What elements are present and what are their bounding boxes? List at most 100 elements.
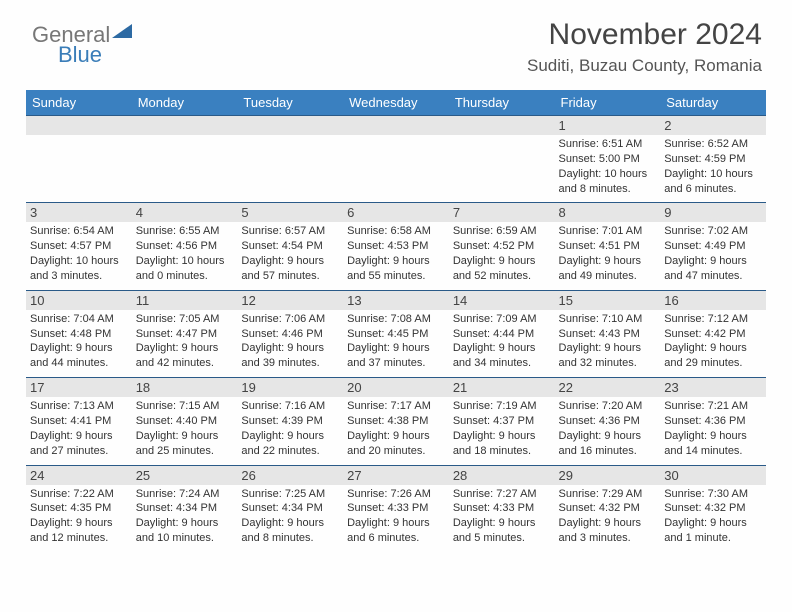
day-info: Sunrise: 7:01 AMSunset: 4:51 PMDaylight:… (559, 224, 657, 283)
day-info: Sunrise: 7:04 AMSunset: 4:48 PMDaylight:… (30, 312, 128, 371)
day-info: Sunrise: 7:05 AMSunset: 4:47 PMDaylight:… (136, 312, 234, 371)
dayhead-saturday: Saturday (660, 90, 766, 116)
day-info: Sunrise: 7:12 AMSunset: 4:42 PMDaylight:… (664, 312, 762, 371)
day-cell: 13Sunrise: 7:08 AMSunset: 4:45 PMDayligh… (343, 290, 449, 377)
calendar-row: 1 Sunrise: 6:51 AMSunset: 5:00 PMDaylight… (26, 116, 766, 203)
empty-cell (132, 116, 238, 203)
day-number: 18 (132, 378, 238, 397)
day-info: Sunrise: 7:15 AMSunset: 4:40 PMDaylight:… (136, 399, 234, 458)
day-cell: 7 Sunrise: 6:59 AMSunset: 4:52 PMDaylight… (449, 203, 555, 290)
day-info: Sunrise: 7:09 AMSunset: 4:44 PMDaylight:… (453, 312, 551, 371)
day-number: 5 (237, 203, 343, 222)
day-cell: 8Sunrise: 7:01 AMSunset: 4:51 PMDaylight… (555, 203, 661, 290)
calendar-row: 3Sunrise: 6:54 AMSunset: 4:57 PMDaylight… (26, 203, 766, 290)
day-cell: 25 Sunrise: 7:24 AMSunset: 4:34 PMDayligh… (132, 465, 238, 552)
calendar-row: 17Sunrise: 7:13 AMSunset: 4:41 PMDayligh… (26, 378, 766, 465)
dayhead-thursday: Thursday (449, 90, 555, 116)
day-info: Sunrise: 7:26 AMSunset: 4:33 PMDaylight:… (347, 487, 445, 546)
day-cell: 28 Sunrise: 7:27 AMSunset: 4:33 PMDayligh… (449, 465, 555, 552)
brand-part2: Blue (58, 42, 102, 68)
day-cell: 9 Sunrise: 7:02 AMSunset: 4:49 PMDaylight… (660, 203, 766, 290)
day-cell: 18 Sunrise: 7:15 AMSunset: 4:40 PMDayligh… (132, 378, 238, 465)
day-cell: 22Sunrise: 7:20 AMSunset: 4:36 PMDayligh… (555, 378, 661, 465)
header: November 2024 Suditi, Buzau County, Roma… (26, 18, 766, 76)
day-cell: 15 Sunrise: 7:10 AMSunset: 4:43 PMDayligh… (555, 290, 661, 377)
daynum-empty (26, 116, 132, 135)
dayhead-wednesday: Wednesday (343, 90, 449, 116)
day-number: 14 (449, 291, 555, 310)
day-cell: 11 Sunrise: 7:05 AMSunset: 4:47 PMDayligh… (132, 290, 238, 377)
day-number: 25 (132, 466, 238, 485)
empty-cell (26, 116, 132, 203)
dayhead-sunday: Sunday (26, 90, 132, 116)
dayhead-tuesday: Tuesday (237, 90, 343, 116)
day-cell: 29Sunrise: 7:29 AMSunset: 4:32 PMDayligh… (555, 465, 661, 552)
day-info: Sunrise: 7:06 AMSunset: 4:46 PMDaylight:… (241, 312, 339, 371)
day-number: 30 (660, 466, 766, 485)
day-cell: 1 Sunrise: 6:51 AMSunset: 5:00 PMDaylight… (555, 116, 661, 203)
day-info: Sunrise: 7:29 AMSunset: 4:32 PMDaylight:… (559, 487, 657, 546)
dayhead-monday: Monday (132, 90, 238, 116)
day-cell: 5 Sunrise: 6:57 AMSunset: 4:54 PMDaylight… (237, 203, 343, 290)
day-header-row: Sunday Monday Tuesday Wednesday Thursday… (26, 90, 766, 116)
day-number: 6 (343, 203, 449, 222)
day-info: Sunrise: 6:55 AMSunset: 4:56 PMDaylight:… (136, 224, 234, 283)
dayhead-friday: Friday (555, 90, 661, 116)
day-info: Sunrise: 7:21 AMSunset: 4:36 PMDaylight:… (664, 399, 762, 458)
day-cell: 19Sunrise: 7:16 AMSunset: 4:39 PMDayligh… (237, 378, 343, 465)
day-info: Sunrise: 6:58 AMSunset: 4:53 PMDaylight:… (347, 224, 445, 283)
day-cell: 21 Sunrise: 7:19 AMSunset: 4:37 PMDayligh… (449, 378, 555, 465)
day-number: 2 (660, 116, 766, 135)
day-info: Sunrise: 7:27 AMSunset: 4:33 PMDaylight:… (453, 487, 551, 546)
day-cell: 3Sunrise: 6:54 AMSunset: 4:57 PMDaylight… (26, 203, 132, 290)
calendar-table: Sunday Monday Tuesday Wednesday Thursday… (26, 90, 766, 552)
day-number: 16 (660, 291, 766, 310)
day-number: 11 (132, 291, 238, 310)
day-info: Sunrise: 6:57 AMSunset: 4:54 PMDaylight:… (241, 224, 339, 283)
day-number: 1 (555, 116, 661, 135)
day-number: 3 (26, 203, 132, 222)
day-number: 23 (660, 378, 766, 397)
day-info: Sunrise: 6:51 AMSunset: 5:00 PMDaylight:… (559, 137, 657, 196)
calendar-row: 24Sunrise: 7:22 AMSunset: 4:35 PMDayligh… (26, 465, 766, 552)
day-number: 28 (449, 466, 555, 485)
day-cell: 14 Sunrise: 7:09 AMSunset: 4:44 PMDayligh… (449, 290, 555, 377)
day-cell: 23 Sunrise: 7:21 AMSunset: 4:36 PMDayligh… (660, 378, 766, 465)
day-info: Sunrise: 7:19 AMSunset: 4:37 PMDaylight:… (453, 399, 551, 458)
day-cell: 20Sunrise: 7:17 AMSunset: 4:38 PMDayligh… (343, 378, 449, 465)
day-info: Sunrise: 7:25 AMSunset: 4:34 PMDaylight:… (241, 487, 339, 546)
day-info: Sunrise: 7:30 AMSunset: 4:32 PMDaylight:… (664, 487, 762, 546)
day-number: 7 (449, 203, 555, 222)
day-number: 9 (660, 203, 766, 222)
day-info: Sunrise: 6:52 AMSunset: 4:59 PMDaylight:… (664, 137, 762, 196)
day-number: 4 (132, 203, 238, 222)
empty-cell (449, 116, 555, 203)
calendar-body: 1 Sunrise: 6:51 AMSunset: 5:00 PMDaylight… (26, 116, 766, 552)
day-info: Sunrise: 7:17 AMSunset: 4:38 PMDaylight:… (347, 399, 445, 458)
logo-triangle-icon (112, 24, 132, 40)
day-number: 27 (343, 466, 449, 485)
daynum-empty (132, 116, 238, 135)
calendar-row: 10 Sunrise: 7:04 AMSunset: 4:48 PMDayligh… (26, 290, 766, 377)
day-number: 21 (449, 378, 555, 397)
day-info: Sunrise: 7:16 AMSunset: 4:39 PMDaylight:… (241, 399, 339, 458)
day-info: Sunrise: 7:10 AMSunset: 4:43 PMDaylight:… (559, 312, 657, 371)
day-info: Sunrise: 6:59 AMSunset: 4:52 PMDaylight:… (453, 224, 551, 283)
day-number: 15 (555, 291, 661, 310)
day-info: Sunrise: 7:02 AMSunset: 4:49 PMDaylight:… (664, 224, 762, 283)
location: Suditi, Buzau County, Romania (26, 56, 762, 76)
daynum-empty (343, 116, 449, 135)
day-info: Sunrise: 7:22 AMSunset: 4:35 PMDaylight:… (30, 487, 128, 546)
day-number: 22 (555, 378, 661, 397)
day-cell: 26 Sunrise: 7:25 AMSunset: 4:34 PMDayligh… (237, 465, 343, 552)
day-number: 17 (26, 378, 132, 397)
day-cell: 4 Sunrise: 6:55 AMSunset: 4:56 PMDaylight… (132, 203, 238, 290)
day-number: 26 (237, 466, 343, 485)
day-number: 12 (237, 291, 343, 310)
month-title: November 2024 (26, 18, 762, 52)
day-cell: 2 Sunrise: 6:52 AMSunset: 4:59 PMDaylight… (660, 116, 766, 203)
day-cell: 6 Sunrise: 6:58 AMSunset: 4:53 PMDaylight… (343, 203, 449, 290)
day-cell: 12 Sunrise: 7:06 AMSunset: 4:46 PMDayligh… (237, 290, 343, 377)
day-info: Sunrise: 7:24 AMSunset: 4:34 PMDaylight:… (136, 487, 234, 546)
day-number: 10 (26, 291, 132, 310)
